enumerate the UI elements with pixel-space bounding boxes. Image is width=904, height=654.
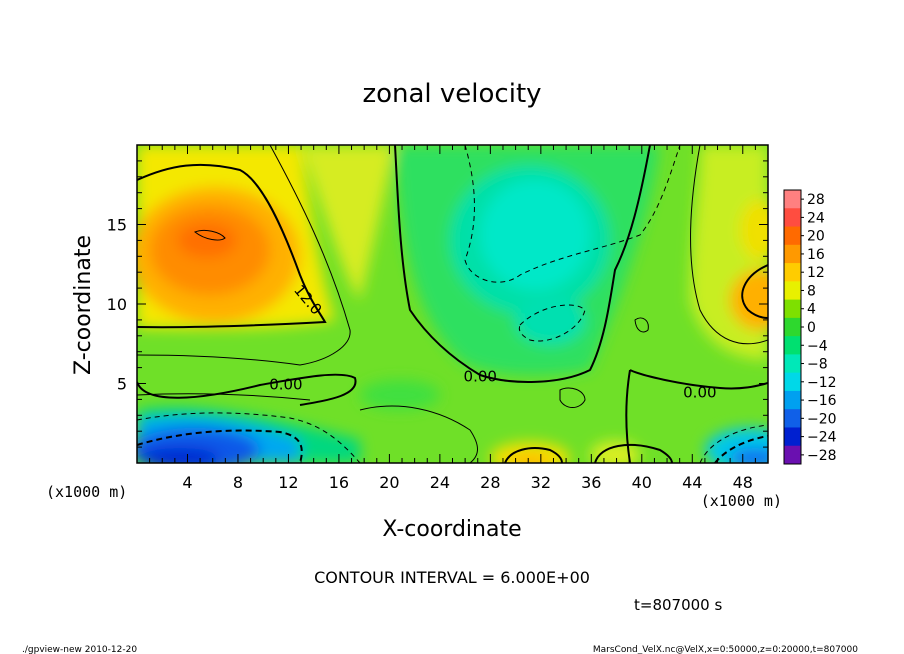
x-tick-label: 44 <box>682 473 702 492</box>
colorbar-segment <box>784 391 801 410</box>
x-tick-label: 4 <box>182 473 192 492</box>
colorbar-segment <box>784 446 801 465</box>
y-unit-label: (x1000 m) <box>46 483 127 501</box>
colorbar-label: 4 <box>807 302 816 318</box>
time-label: t=807000 s <box>634 596 722 614</box>
footer-left: ./gpview-new 2010-12-20 <box>22 645 137 654</box>
colorbar: 28 24 20 16 12 8 4 0 −4 −8 −12 −16 −20 −24 −28 <box>784 190 837 465</box>
colorbar-label: 12 <box>807 265 825 281</box>
colorbar-segment <box>784 190 801 209</box>
x-tick-label: 48 <box>733 473 753 492</box>
y-tick-label: 10 <box>107 295 127 314</box>
colorbar-label: 20 <box>807 229 825 245</box>
colorbar-segment <box>784 245 801 264</box>
x-axis-label: X-coordinate <box>382 517 521 542</box>
colorbar-segment <box>784 336 801 355</box>
x-unit-label: (x1000 m) <box>701 492 782 510</box>
colorbar-segment <box>784 208 801 227</box>
colorbar-label: 28 <box>807 192 825 208</box>
colorbar-label: −24 <box>807 430 837 446</box>
colorbar-label: −16 <box>807 393 837 409</box>
colorbar-label: 0 <box>807 320 816 336</box>
colorbar-segment <box>784 427 801 446</box>
contour-label: 0.00 <box>269 376 302 394</box>
contour-label: 0.00 <box>683 383 716 401</box>
colorbar-label: −20 <box>807 411 837 427</box>
x-tick-label: 40 <box>632 473 652 492</box>
x-tick-label: 28 <box>480 473 500 492</box>
colorbar-label: −28 <box>807 448 837 464</box>
x-tick-label: 20 <box>379 473 399 492</box>
colorbar-label: 8 <box>807 283 816 299</box>
y-axis-label: Z-coordinate <box>71 235 96 375</box>
footer-right: MarsCond_VelX.nc@VelX,x=0:50000,z=0:2000… <box>593 645 858 654</box>
y-tick-label: 5 <box>117 375 127 394</box>
colorbar-segment <box>784 227 801 246</box>
colorbar-label: −8 <box>807 357 828 373</box>
x-tick-label: 32 <box>531 473 551 492</box>
contour-label: 0.00 <box>464 368 497 386</box>
colorbar-segment <box>784 409 801 428</box>
chart-title: zonal velocity <box>362 79 541 109</box>
colorbar-label: −4 <box>807 338 828 354</box>
colorbar-segment <box>784 300 801 319</box>
y-tick-label: 15 <box>107 216 127 235</box>
velocity-field <box>130 145 795 474</box>
colorbar-segment <box>784 354 801 373</box>
colorbar-label: 16 <box>807 247 825 263</box>
x-tick-label: 12 <box>278 473 298 492</box>
colorbar-segment <box>784 281 801 300</box>
colorbar-segment <box>784 318 801 337</box>
colorbar-segment <box>784 373 801 392</box>
colorbar-label: −12 <box>807 375 837 391</box>
x-tick-label: 36 <box>581 473 601 492</box>
colorbar-label: 24 <box>807 210 825 226</box>
x-tick-label: 16 <box>329 473 349 492</box>
x-tick-label: 24 <box>430 473 450 492</box>
colorbar-segment <box>784 263 801 282</box>
contour-interval: CONTOUR INTERVAL = 6.000E+00 <box>314 568 590 587</box>
x-tick-label: 8 <box>233 473 243 492</box>
